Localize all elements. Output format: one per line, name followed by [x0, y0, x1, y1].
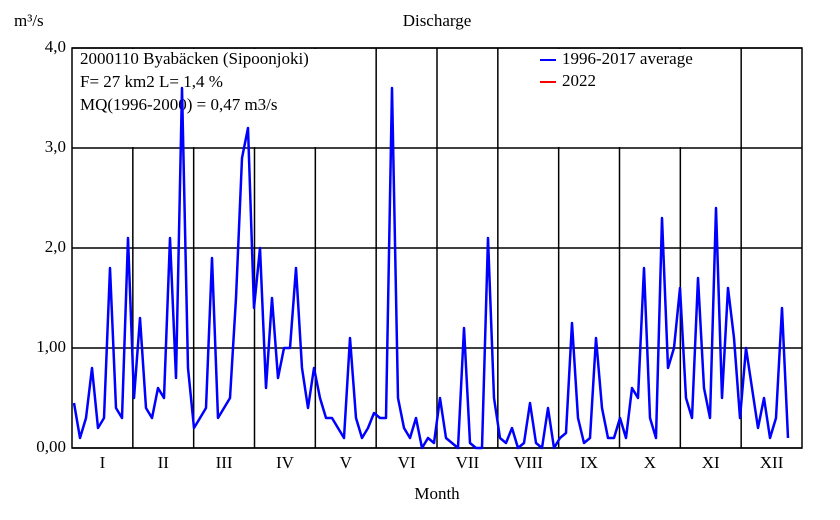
x-tick-label: VI [398, 453, 416, 472]
x-tick-label: V [340, 453, 353, 472]
annotation: 2000110 Byabäcken (Sipoonjoki) [80, 49, 309, 68]
x-tick-label: VIII [514, 453, 544, 472]
legend-label: 2022 [562, 71, 596, 90]
y-tick-label: 4,0 [45, 37, 66, 56]
legend-box [530, 49, 741, 147]
plot-frame [71, 47, 803, 449]
x-tick-label: II [158, 453, 170, 472]
series-line [72, 86, 790, 450]
x-tick-label: IV [276, 453, 295, 472]
x-axis-label: Month [414, 484, 460, 503]
x-tick-label: XII [760, 453, 784, 472]
y-axis-label: m³/s [14, 11, 44, 30]
chart-title: Discharge [403, 11, 472, 30]
info-box [73, 49, 373, 147]
x-tick-label: IX [580, 453, 598, 472]
y-tick-label: 0,00 [36, 437, 66, 456]
x-tick-label: III [216, 453, 233, 472]
y-tick-label: 2,0 [45, 237, 66, 256]
x-tick-label: XI [702, 453, 720, 472]
legend-label: 1996-2017 average [562, 49, 693, 68]
x-tick-label: I [100, 453, 106, 472]
x-tick-label: VII [456, 453, 480, 472]
annotation: F= 27 km2 L= 1,4 % [80, 72, 223, 91]
annotation: MQ(1996-2000) = 0,47 m3/s [80, 95, 278, 114]
y-tick-label: 1,00 [36, 337, 66, 356]
x-tick-label: X [644, 453, 656, 472]
y-tick-label: 3,0 [45, 137, 66, 156]
